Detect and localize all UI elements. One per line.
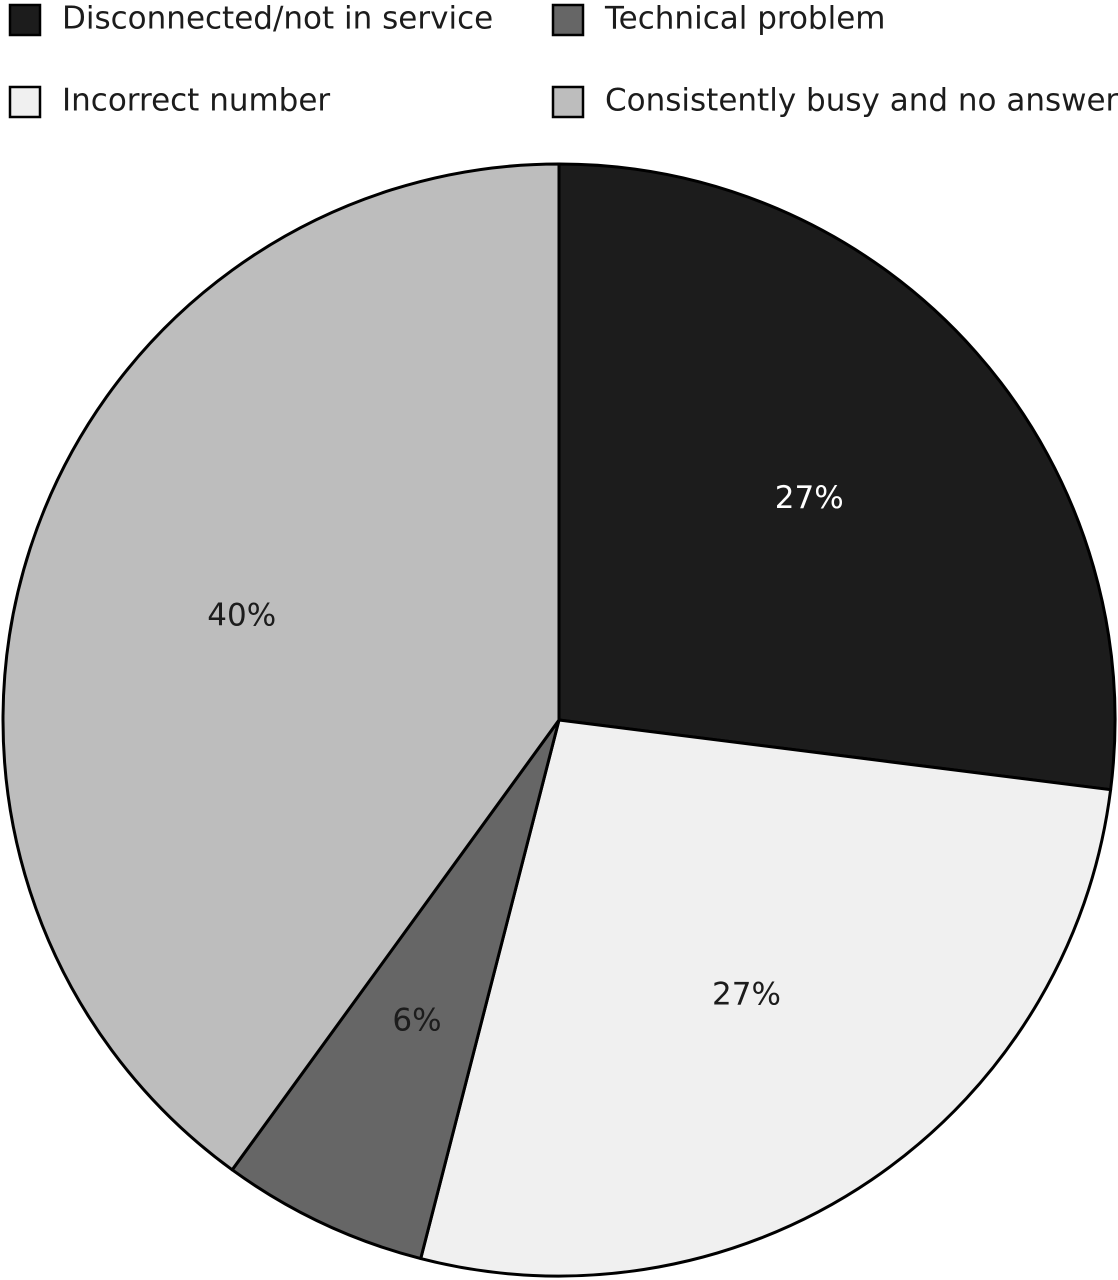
- legend-label: Incorrect number: [62, 83, 330, 119]
- data-label: 40%: [207, 597, 276, 633]
- legend-swatch: [8, 85, 42, 119]
- legend-swatch: [551, 3, 585, 37]
- pie-slice: [557, 162, 1117, 792]
- pie-slice: [230, 718, 561, 1261]
- legend-swatch: [551, 85, 585, 119]
- legend-swatch: [8, 3, 42, 37]
- pie-slice: [419, 718, 1113, 1278]
- legend-label: Consistently busy and no answer: [605, 83, 1118, 119]
- legend-label: Technical problem: [604, 1, 885, 37]
- data-label: 27%: [775, 480, 844, 516]
- data-label: 27%: [712, 976, 781, 1012]
- legend-label: Disconnected/not in service: [62, 1, 493, 37]
- data-label: 6%: [392, 1002, 441, 1038]
- pie-slice: [1, 162, 561, 1172]
